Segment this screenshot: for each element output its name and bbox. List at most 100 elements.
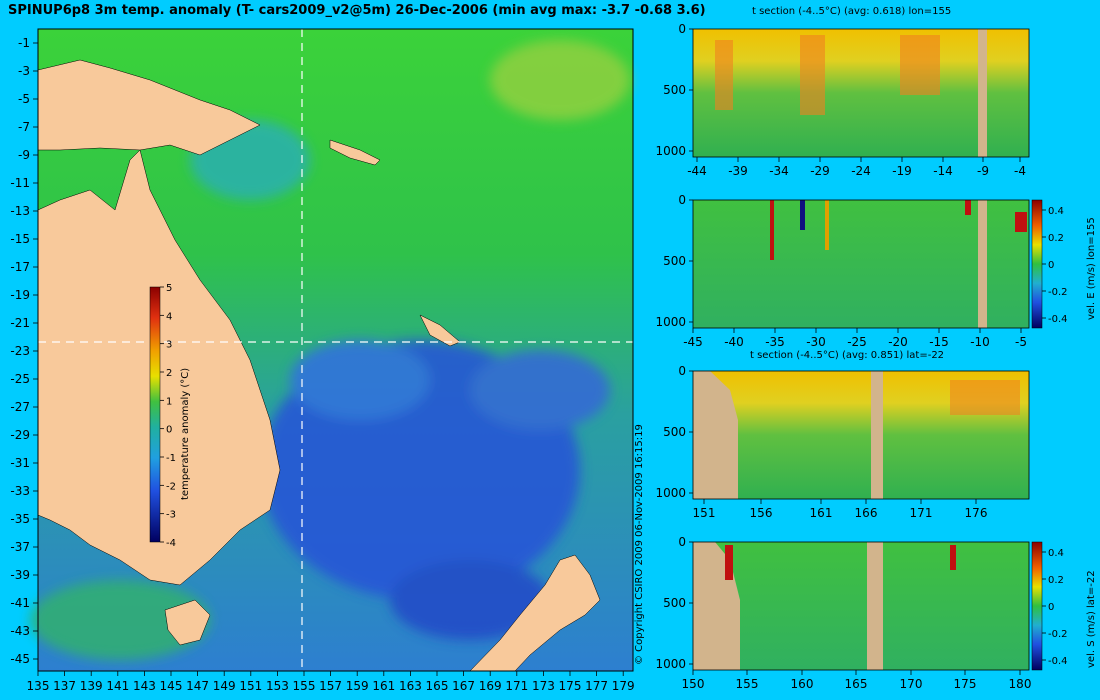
panel1-axes: 0 500 1000-44 -39 -34 -29 -24 -19 -14 -9 -4 (655, 22, 1026, 178)
latitude-tick-label: -21 (10, 316, 30, 330)
panel4-plot[interactable] (692, 541, 1043, 671)
x-tick-label: 171 (910, 506, 933, 520)
x-tick-label: -35 (765, 335, 785, 349)
x-tick-label: -29 (810, 164, 830, 178)
map-colorbar: 5 4 3 2 1 0 -1 -2 -3 -4 (149, 283, 176, 549)
new-zealand-land (469, 554, 601, 672)
longitude-tick-label: 135 (27, 679, 50, 693)
longitude-tick-label: 137 (53, 679, 76, 693)
x-tick-label: 165 (845, 677, 868, 691)
velocity-colorbar-tick-label: -0.4 (1048, 656, 1068, 667)
colorbar-label: temperature anomaly (°C) (180, 367, 191, 500)
velocity-colorbar-tick-label: -0.2 (1048, 629, 1068, 640)
x-tick-label: -25 (847, 335, 867, 349)
panel3-plot[interactable] (692, 370, 1030, 500)
longitude-tick-label: 167 (452, 679, 475, 693)
x-tick-label: 160 (791, 677, 814, 691)
velocity-colorbar-tick-label: 0 (1048, 260, 1054, 271)
latitude-tick-label: -13 (10, 204, 30, 218)
colorbar-tick-label: 3 (166, 340, 172, 351)
latitude-tick-label: -27 (10, 400, 30, 414)
x-tick-label: -40 (724, 335, 744, 349)
x-tick-label: -24 (851, 164, 871, 178)
panel1-plot[interactable] (692, 28, 1030, 158)
longitude-tick-label: 153 (266, 679, 289, 693)
longitude-tick-label: 143 (133, 679, 156, 693)
longitude-tick-label: 161 (372, 679, 395, 693)
panel1-title: t section (-4..5°C) (avg: 0.618) lon=155 (752, 6, 952, 17)
longitude-tick-label: 145 (160, 679, 183, 693)
x-tick-label: -34 (769, 164, 789, 178)
x-tick-label: -10 (970, 335, 990, 349)
map-plot-area (30, 28, 634, 672)
solomon-islands-land (329, 139, 381, 166)
depth-tick-label: 0 (678, 535, 686, 549)
colorbar-tick-label: 1 (166, 396, 172, 407)
colorbar-tick-label: -3 (166, 510, 176, 521)
depth-tick-label: 1000 (655, 315, 686, 329)
x-tick-label: 175 (954, 677, 977, 691)
latitude-tick-label: -19 (10, 288, 30, 302)
panel4-colorbar-label: vel. S (m/s) lat=-22 (1086, 570, 1097, 668)
longitude-tick-label: 147 (186, 679, 209, 693)
x-tick-label: 180 (1009, 677, 1032, 691)
x-tick-label: -39 (728, 164, 748, 178)
latitude-tick-label: -3 (18, 64, 30, 78)
latitude-tick-label: -5 (18, 92, 30, 106)
x-tick-label: -20 (888, 335, 908, 349)
panel2-colorbar-label: vel. E (m/s) lon=155 (1086, 217, 1097, 320)
panel4-axes: 0 500 1000 150 155 160 165 170 175 180 0.4 0.2 0 -0.2… (655, 535, 1067, 691)
latitude-tick-label: -25 (10, 372, 30, 386)
velocity-colorbar-tick-label: -0.2 (1048, 287, 1068, 298)
main-map[interactable]: -1-3-5-7-9-11-13-15-17-19-21-23-25-27-29… (0, 0, 640, 700)
x-tick-label: 161 (810, 506, 833, 520)
latitude-tick-label: -29 (10, 428, 30, 442)
x-tick-label: 156 (750, 506, 773, 520)
x-tick-label: 170 (900, 677, 923, 691)
longitude-tick-label: 173 (532, 679, 555, 693)
page-title: SPINUP6p8 3m temp. anomaly (T- cars2009_… (8, 3, 706, 18)
depth-tick-label: 500 (663, 254, 686, 268)
latitude-tick-label: -31 (10, 456, 30, 470)
depth-tick-label: 1000 (655, 657, 686, 671)
new-guinea-land (37, 59, 261, 156)
velocity-colorbar-tick-label: 0.2 (1048, 233, 1064, 244)
velocity-colorbar-tick-label: -0.4 (1048, 314, 1068, 325)
velocity-colorbar-tick-label: 0.4 (1048, 206, 1064, 217)
latitude-tick-label: -39 (10, 568, 30, 582)
latitude-tick-label: -1 (18, 36, 30, 50)
latitude-tick-label: -7 (18, 120, 30, 134)
x-tick-label: -5 (1015, 335, 1027, 349)
x-tick-label: 155 (736, 677, 759, 691)
latitude-axis: -1 -3 -5 -7 -9 -11 -13 -15 -17 -19 -21 -23 -25 -27 -29… (10, 36, 38, 666)
colorbar-tick-label: -4 (166, 538, 176, 549)
longitude-tick-label: 157 (319, 679, 342, 693)
panel2-plot[interactable] (692, 199, 1043, 329)
x-tick-label: 166 (855, 506, 878, 520)
longitude-tick-label: 139 (80, 679, 103, 693)
longitude-tick-label: 177 (585, 679, 608, 693)
depth-tick-label: 500 (663, 83, 686, 97)
depth-tick-label: 0 (678, 364, 686, 378)
velocity-colorbar-tick-label: 0.2 (1048, 575, 1064, 586)
longitude-tick-label: 179 (612, 679, 635, 693)
longitude-tick-label: 151 (239, 679, 262, 693)
longitude-tick-label: 169 (479, 679, 502, 693)
depth-tick-label: 1000 (655, 486, 686, 500)
depth-tick-label: 500 (663, 425, 686, 439)
colorbar-tick-label: 4 (166, 311, 172, 322)
longitude-tick-label: 163 (399, 679, 422, 693)
longitude-tick-label: 149 (213, 679, 236, 693)
x-tick-label: -4 (1014, 164, 1026, 178)
colorbar-tick-label: -1 (166, 453, 176, 464)
latitude-tick-label: -35 (10, 512, 30, 526)
panel2-axes: 0 500 1000 -45 -40 -35 -30 -25 -20 -15 -10 -5 0.4 0.2… (655, 193, 1067, 349)
colorbar-tick-label: 2 (166, 368, 172, 379)
longitude-tick-label: 165 (426, 679, 449, 693)
depth-tick-label: 0 (678, 193, 686, 207)
x-tick-label: -44 (687, 164, 707, 178)
latitude-tick-label: -9 (18, 148, 30, 162)
longitude-tick-label: 141 (106, 679, 129, 693)
x-tick-label: 150 (682, 677, 705, 691)
